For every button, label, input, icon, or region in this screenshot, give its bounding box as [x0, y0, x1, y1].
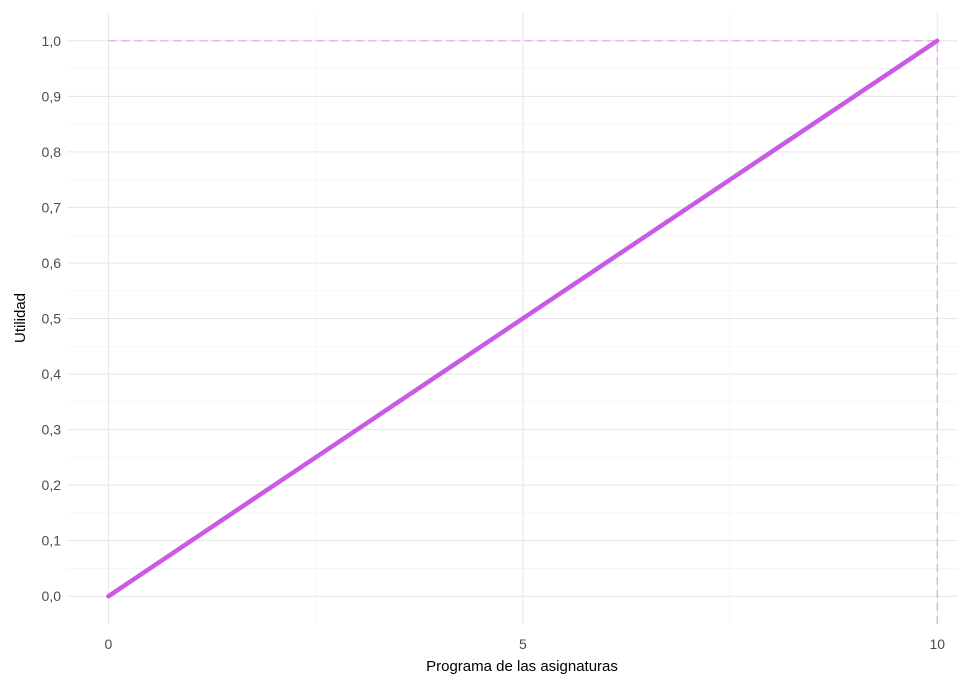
y-tick-label: 0,8 [42, 144, 62, 160]
y-tick-label: 0,2 [42, 477, 62, 493]
y-tick-label: 0,9 [42, 88, 62, 104]
y-tick-label: 0,7 [42, 199, 62, 215]
y-tick-label: 0,4 [42, 366, 62, 382]
series-line [106, 38, 940, 599]
y-tick-label: 1,0 [42, 33, 62, 49]
x-tick-label: 0 [105, 636, 113, 652]
x-tick-labels: 0 5 10 [105, 636, 946, 652]
x-axis-label: Programa de las asignaturas [426, 658, 618, 675]
x-tick-label: 5 [519, 636, 527, 652]
y-tick-label: 0,1 [42, 533, 62, 549]
y-tick-label: 0,5 [42, 311, 62, 327]
y-axis-label: Utilidad [12, 293, 29, 343]
y-tick-label: 0,6 [42, 255, 62, 271]
x-tick-label: 10 [929, 636, 945, 652]
reference-lines [108, 40, 938, 624]
y-tick-label: 0,3 [42, 422, 62, 438]
y-tick-labels: 0,0 0,1 0,2 0,3 0,4 0,5 0,6 0,7 0,8 0,9 1,0 [42, 33, 62, 604]
series-lines [106, 38, 940, 599]
minor-gridlines [67, 13, 958, 624]
y-tick-label: 0,0 [42, 588, 62, 604]
